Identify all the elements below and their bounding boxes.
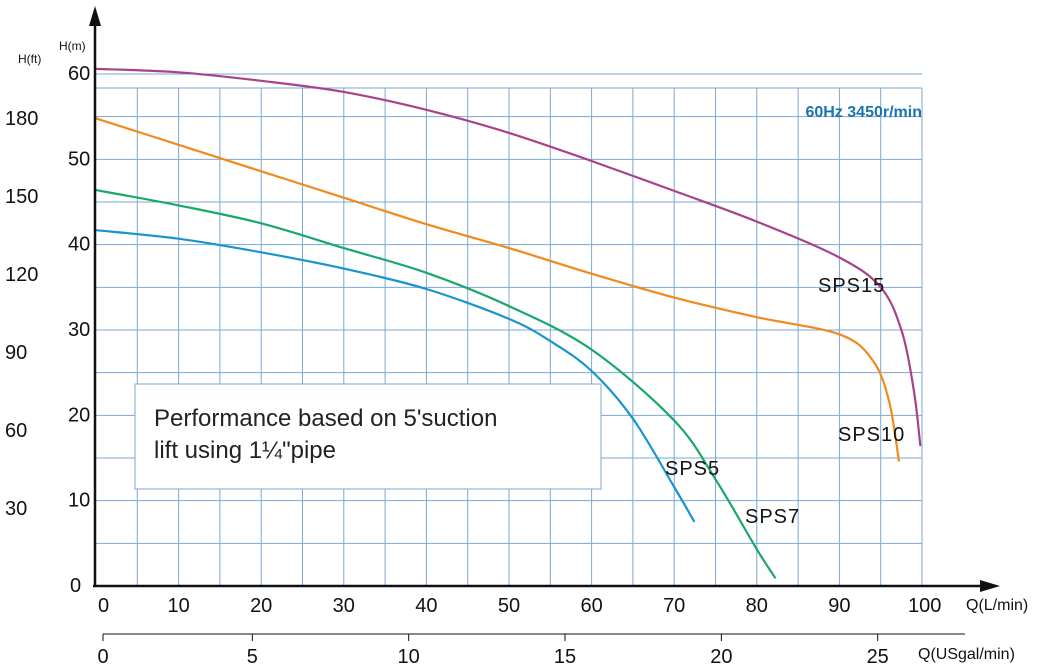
x-axis-arrow — [980, 580, 1000, 592]
x-tick-label-lmin: 20 — [250, 595, 272, 617]
y-tick-label-ft: 60 — [5, 420, 27, 442]
speed-condition-label: 60Hz 3450r/min — [805, 104, 922, 121]
x-tick-label-usgal: 0 — [97, 646, 108, 668]
curve-sps10 — [95, 117, 900, 462]
grid — [96, 73, 923, 586]
x-tick-label-usgal: 10 — [398, 646, 420, 668]
y-tick-label-m: 0 — [70, 575, 81, 597]
y-tick-label-ft: 120 — [5, 264, 38, 286]
x-tick-label-lmin: 50 — [498, 595, 520, 617]
y-tick-label-m: 30 — [68, 319, 90, 341]
x-tick-label-lmin: 90 — [828, 595, 850, 617]
series-label-sps5: SPS5 — [665, 458, 720, 480]
x-tick-label-usgal: 20 — [710, 646, 732, 668]
x-tick-label-lmin: 10 — [167, 595, 189, 617]
note-line-1: Performance based on 5'suction — [154, 405, 497, 432]
curve-sps15 — [95, 67, 922, 447]
y-tick-label-m: 40 — [68, 234, 90, 256]
series-label-sps10: SPS10 — [838, 424, 905, 446]
x-tick-label-usgal: 25 — [867, 646, 889, 668]
usgal-ticks — [102, 634, 879, 641]
x-tick-label-lmin: 40 — [415, 595, 437, 617]
y-tick-label-ft: 30 — [5, 498, 27, 520]
y-tick-label-m: 10 — [68, 490, 90, 512]
note-box — [134, 383, 602, 490]
curve-sps5 — [95, 229, 696, 523]
y-tick-label-m: 20 — [68, 404, 90, 426]
y-tick-label-m: 50 — [68, 148, 90, 170]
note-line-2: lift using 1¼"pipe — [154, 437, 336, 464]
x-tick-label-lmin: 80 — [746, 595, 768, 617]
series-label-sps15: SPS15 — [818, 275, 885, 297]
y-axis-label-m: H(m) — [59, 39, 86, 53]
y-axis-label-ft: H(ft) — [18, 52, 41, 66]
x-tick-label-usgal: 5 — [247, 646, 258, 668]
x-axis-label-usgal: Q(USgal/min) — [918, 646, 1015, 663]
x-tick-label-lmin: 70 — [663, 595, 685, 617]
curve-sps7 — [95, 189, 777, 579]
y-tick-label-ft: 150 — [5, 186, 38, 208]
y-axis-arrow — [89, 6, 101, 26]
x-tick-label-lmin: 30 — [333, 595, 355, 617]
x-tick-label-lmin: 0 — [98, 595, 109, 617]
curves — [95, 67, 922, 579]
x-axis-label-lmin: Q(L/min) — [966, 597, 1028, 614]
tick-labels: 0 10 20 30 40 50 60 70 80 90 100 0 5 10 15 20 25 0 10 20 30 4… — [5, 63, 941, 668]
x-tick-label-lmin: 60 — [580, 595, 602, 617]
y-tick-label-ft: 180 — [5, 108, 38, 130]
x-tick-label-usgal: 15 — [554, 646, 576, 668]
series-label-sps7: SPS7 — [745, 506, 800, 528]
x-tick-label-lmin: 100 — [908, 595, 941, 617]
y-tick-label-ft: 90 — [5, 342, 27, 364]
y-tick-label-m: 60 — [68, 63, 90, 85]
